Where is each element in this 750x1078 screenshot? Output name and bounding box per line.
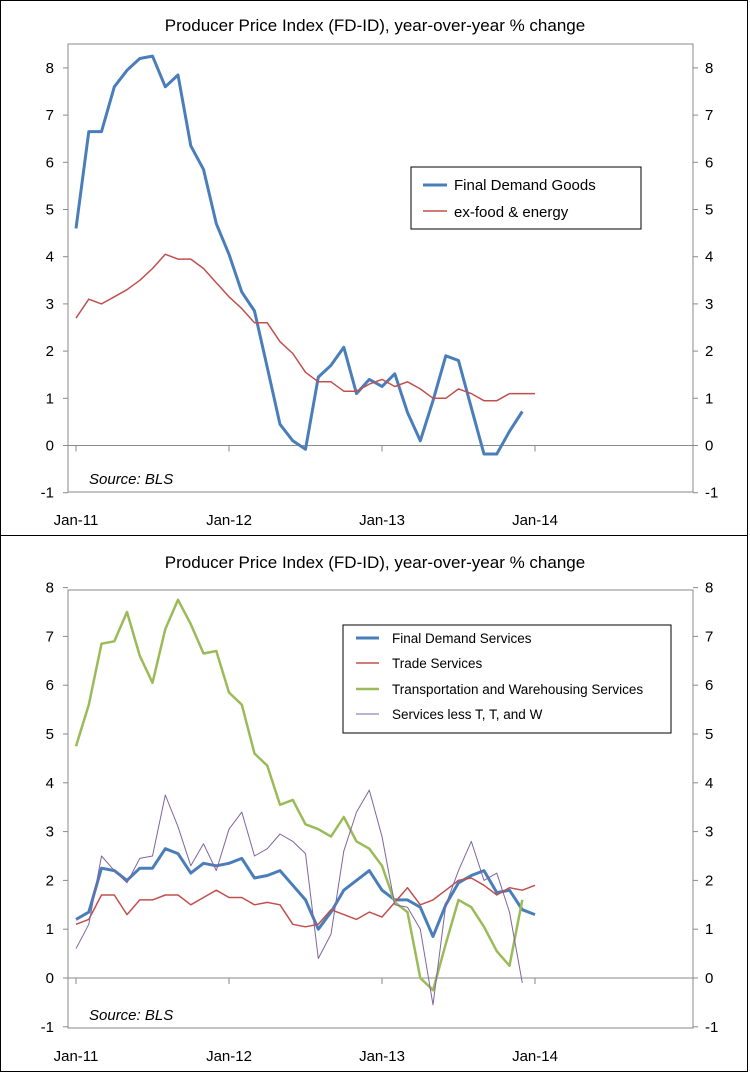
legend-label-trade: Trade Services — [392, 656, 483, 671]
series-line-final-demand-goods — [74, 54, 524, 456]
x-tick-label: Jan-13 — [359, 512, 405, 529]
y-tick-label-right: 8 — [705, 60, 713, 77]
y-tick-label-left: 2 — [46, 872, 54, 889]
y-tick-label-right: 0 — [705, 970, 713, 987]
y-tick-label-right: 4 — [705, 249, 713, 266]
legend-label-core: ex-food & energy — [454, 204, 569, 221]
y-tick-label-left: 7 — [46, 628, 54, 645]
y-tick-label-right: 1 — [705, 921, 713, 938]
x-tick-label: Jan-11 — [54, 512, 99, 529]
y-tick-label-left: 3 — [46, 296, 54, 313]
x-tick-label: Jan-12 — [206, 512, 252, 529]
y-tick-label-left: 5 — [46, 202, 54, 219]
y-tick-label-right: 5 — [705, 726, 713, 743]
y-tick-label-left: -1 — [41, 485, 54, 502]
x-tick-label: Jan-11 — [54, 1048, 99, 1065]
y-tick-label-right: 0 — [705, 438, 713, 455]
y-tick-label-right: 7 — [705, 107, 713, 124]
y-tick-label-left: 5 — [46, 726, 54, 743]
plot-area — [67, 43, 694, 493]
y-tick-label-left: 4 — [46, 249, 54, 266]
source-note: Source: BLS — [89, 471, 173, 488]
legend-label-fd-services: Final Demand Services — [392, 631, 532, 646]
y-tick-label-right: -1 — [705, 1019, 718, 1036]
y-tick-label-left: 1 — [46, 921, 54, 938]
chart-legend: Final Demand Services Trade Services Tra… — [342, 624, 672, 734]
y-tick-label-right: 6 — [705, 154, 713, 171]
y-tick-label-right: 8 — [705, 580, 713, 597]
y-tick-label-right: 1 — [705, 390, 713, 407]
x-tick-label: Jan-13 — [359, 1048, 405, 1065]
y-tick-label-right: 2 — [705, 872, 713, 889]
x-tick-label: Jan-12 — [206, 1048, 252, 1065]
plot-layer: -1 -1 0 0 1 1 2 2 3 3 4 4 5 5 6 6 7 7 8 8 Jan-11 Jan-12 Jan-13… — [41, 54, 718, 529]
y-tick-label-left: 8 — [46, 580, 54, 597]
y-tick-label-left: 2 — [46, 343, 54, 360]
legend-label-goods: Final Demand Goods — [454, 177, 596, 194]
chart-panel-services: Producer Price Index (FD-ID), year-over-… — [0, 535, 748, 1072]
legend-label-transport: Transportation and Warehousing Services — [392, 682, 643, 697]
services-chart-svg: Producer Price Index (FD-ID), year-over-… — [41, 553, 719, 1065]
series-line-transportation-and-warehousing-services — [74, 598, 524, 992]
x-tick-label: Jan-14 — [512, 1048, 558, 1065]
legend-box — [410, 166, 642, 230]
y-tick-label-right: 3 — [705, 296, 713, 313]
y-tick-label-left: 6 — [46, 154, 54, 171]
y-tick-label-left: -1 — [41, 1019, 54, 1036]
plot-layer: -1 -1 0 0 1 1 2 2 3 3 4 4 5 5 6 6 7 7 8 8 Jan-11 Jan-12 Jan-13… — [41, 580, 719, 1065]
goods-chart-svg: Producer Price Index (FD-ID), year-over-… — [41, 16, 719, 529]
y-tick-label-right: 5 — [705, 202, 713, 219]
y-tick-label-left: 3 — [46, 824, 54, 841]
y-tick-label-right: -1 — [705, 485, 718, 502]
series-line-trade-services — [75, 877, 536, 928]
y-tick-label-left: 0 — [46, 970, 54, 987]
source-note: Source: BLS — [89, 1007, 173, 1024]
y-tick-label-right: 3 — [705, 824, 713, 841]
series-line-ex-food-energy — [75, 253, 535, 402]
chart-title: Producer Price Index (FD-ID), year-over-… — [165, 553, 585, 572]
y-tick-label-right: 2 — [705, 343, 713, 360]
legend-label-other: Services less T, T, and W — [392, 707, 543, 722]
y-tick-label-right: 4 — [705, 775, 713, 792]
y-tick-label-left: 1 — [46, 390, 54, 407]
series-line-final-demand-services — [75, 847, 536, 938]
y-tick-label-left: 7 — [46, 107, 54, 124]
y-tick-label-left: 8 — [46, 60, 54, 77]
chart-legend: Final Demand Goods ex-food & energy — [410, 166, 642, 230]
y-tick-label-right: 7 — [705, 628, 713, 645]
y-tick-label-right: 6 — [705, 677, 713, 694]
y-tick-label-left: 6 — [46, 677, 54, 694]
chart-title: Producer Price Index (FD-ID), year-over-… — [165, 16, 585, 35]
y-tick-label-left: 0 — [46, 438, 54, 455]
chart-panel-goods: Producer Price Index (FD-ID), year-over-… — [0, 0, 748, 536]
x-tick-label: Jan-14 — [512, 512, 558, 529]
legend-box — [342, 624, 672, 734]
series-line-services-less-t-t-and-w — [75, 789, 523, 1006]
y-tick-label-left: 4 — [46, 775, 54, 792]
